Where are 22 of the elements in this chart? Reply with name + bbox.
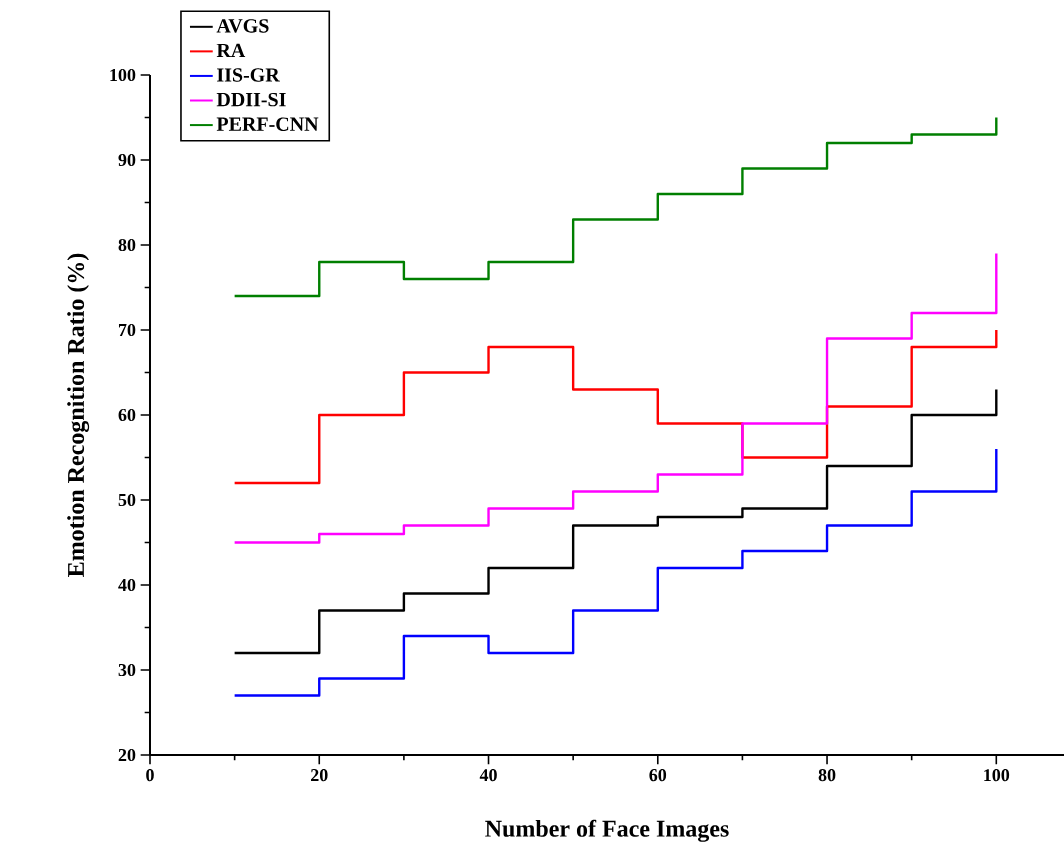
y-tick-label: 20 — [118, 748, 136, 762]
x-tick-label: 0 — [146, 769, 154, 782]
y-tick-label: 60 — [118, 408, 136, 422]
y-tick-label: 90 — [118, 153, 136, 167]
legend-label: RA — [216, 43, 246, 57]
y-tick-label: 70 — [118, 323, 136, 337]
y-tick-label: 50 — [118, 493, 136, 507]
legend-label: PERF-CNN — [216, 117, 319, 131]
x-tick-label: 100 — [984, 769, 1010, 782]
y-tick-label: 40 — [118, 578, 136, 592]
x-tick-label: 20 — [311, 769, 328, 782]
y-axis-title: Emotion Recognition Ratio (%) — [67, 253, 90, 577]
y-tick-label: 30 — [118, 663, 136, 677]
legend-label: DDII-SI — [216, 92, 286, 107]
x-tick-label: 40 — [479, 769, 497, 782]
x-axis-title: Number of Face Images — [485, 819, 729, 842]
x-tick-label: 80 — [818, 769, 836, 782]
y-tick-label: 100 — [110, 68, 136, 82]
legend-label: IIS-GR — [217, 68, 280, 82]
legend-label: AVGS — [216, 19, 269, 33]
x-tick-label: 60 — [649, 769, 667, 782]
y-tick-label: 80 — [118, 238, 136, 252]
